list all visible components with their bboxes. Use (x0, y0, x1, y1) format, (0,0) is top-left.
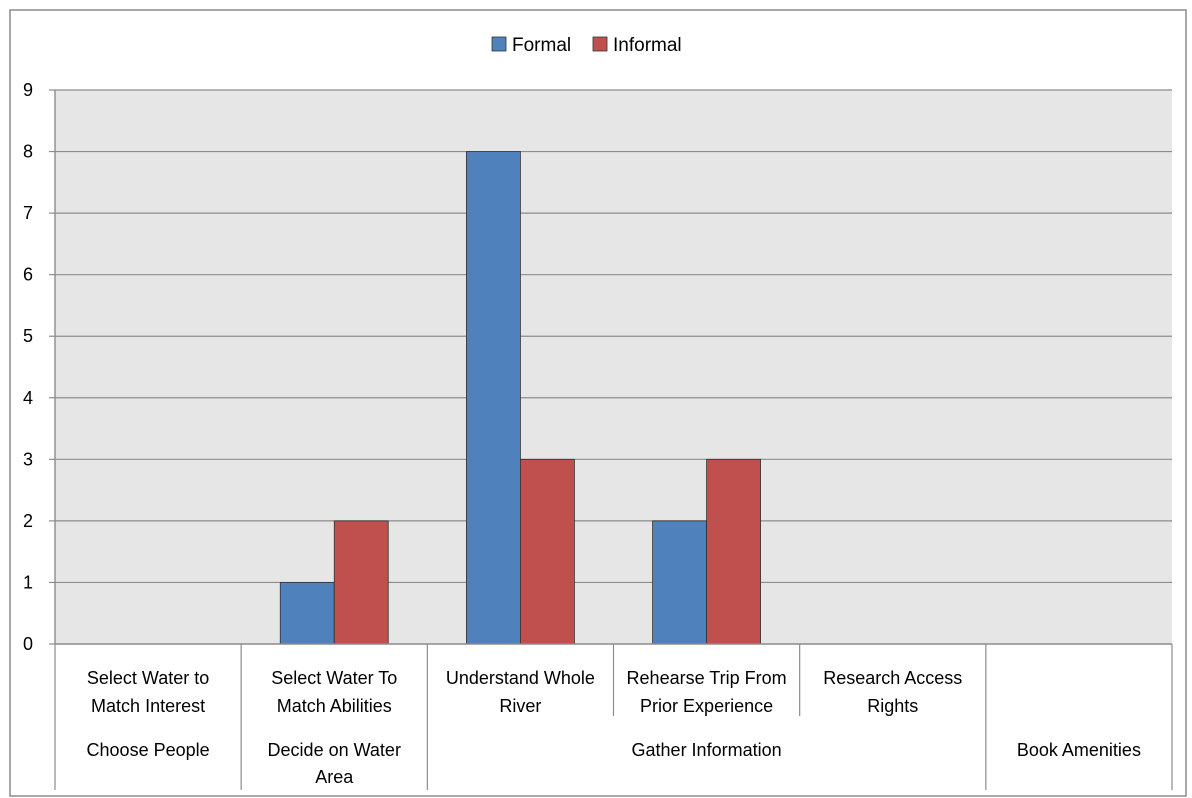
y-tick-label: 2 (23, 511, 33, 531)
y-tick-label: 3 (23, 449, 33, 469)
legend-label-informal: Informal (613, 35, 682, 56)
legend: Formal Informal (491, 35, 682, 56)
y-tick-label: 8 (23, 142, 33, 162)
category-label: Rehearse Trip From (627, 668, 787, 688)
category-label: River (499, 696, 541, 716)
bar-informal (520, 458, 575, 645)
group-label: Decide on Water (268, 740, 401, 760)
legend-swatch-informal (592, 36, 608, 52)
category-label: Match Interest (91, 696, 205, 716)
group-label: Book Amenities (1017, 740, 1141, 760)
category-label: Select Water To (271, 668, 397, 688)
plot-background (55, 90, 1172, 644)
group-label: Area (315, 767, 354, 787)
bar-formal (652, 520, 707, 645)
y-tick-label: 7 (23, 203, 33, 223)
y-tick-label: 9 (23, 80, 33, 100)
bars (279, 151, 761, 645)
category-label: Select Water to (87, 668, 209, 688)
bar-informal (706, 458, 761, 645)
y-tick-label: 1 (23, 572, 33, 592)
legend-swatch-formal (491, 36, 507, 52)
category-label: Match Abilities (277, 696, 392, 716)
bar-informal (333, 520, 389, 645)
y-tick-label: 0 (23, 634, 33, 654)
y-tick-label: 6 (23, 265, 33, 285)
category-label: Rights (867, 696, 918, 716)
category-label: Research Access (823, 668, 962, 688)
category-label: Understand Whole (446, 668, 595, 688)
group-label: Choose People (87, 740, 210, 760)
legend-label-formal: Formal (512, 35, 571, 56)
y-axis-ticks: 0 1 2 3 4 5 6 7 8 9 (23, 80, 55, 654)
gridlines (55, 89, 1172, 584)
bar-formal (279, 582, 335, 645)
category-label: Prior Experience (640, 696, 773, 716)
category-labels: Select Water to Match Interest Select Wate… (54, 644, 1173, 790)
y-tick-label: 4 (23, 388, 33, 408)
group-label: Gather Information (632, 740, 782, 760)
bar-formal (466, 151, 521, 645)
y-tick-label: 5 (23, 326, 33, 346)
